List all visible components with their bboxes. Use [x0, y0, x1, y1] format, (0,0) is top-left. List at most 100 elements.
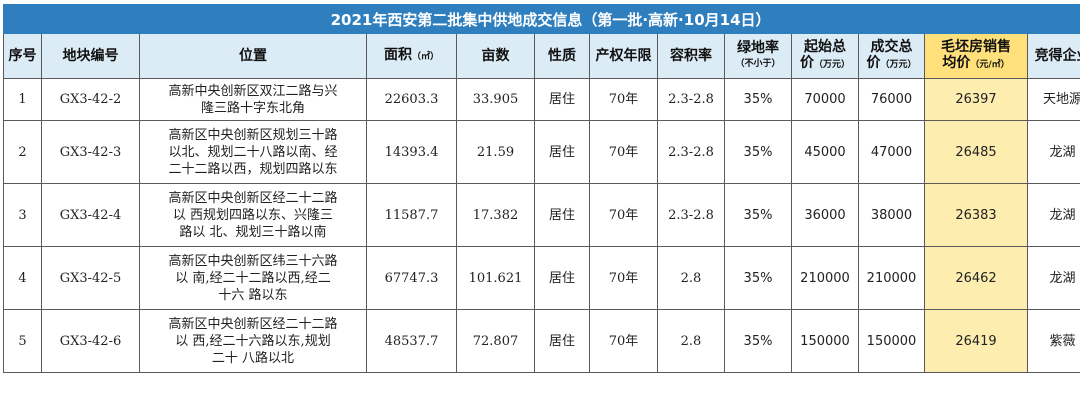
- header-green: 绿地率 （不小于）: [724, 33, 792, 79]
- table-row: 1 GX3-42-2 高新中央创新区双江二路与兴 隆三路十字东北角 22603.…: [3, 78, 1080, 121]
- cell-winner: 龙湖: [1026, 120, 1080, 184]
- cell-plot: GX3-42-6: [41, 309, 140, 373]
- cell-far: 2.3-2.8: [657, 78, 725, 121]
- location-line: 高新区中央创新区经二十二路: [168, 316, 338, 332]
- cell-start-price: 45000: [791, 120, 859, 184]
- cell-location: 高新区中央创新区规划三十路 以北、规划二十八路以南、经 二十二路以西，规划四路以…: [139, 120, 367, 184]
- cell-area: 14393.4: [366, 120, 457, 184]
- header-green-label: 绿地率: [737, 40, 779, 56]
- cell-far: 2.8: [657, 246, 725, 310]
- table-title: 2021年西安第二批集中供地成交信息（第一批·高新·10月14日）: [2, 4, 1080, 34]
- land-transaction-table: 2021年西安第二批集中供地成交信息（第一批·高新·10月14日） 序号 地块编…: [2, 4, 1080, 373]
- table-row: 4 GX3-42-5 高新区中央创新区纬三十六路 以 南,经二十二路以西,经二 …: [3, 246, 1080, 310]
- header-location: 位置: [139, 33, 367, 79]
- cell-location: 高新区中央创新区经二十二路 以 西规划四路以东、兴隆三 路以 北、规划三十路以南: [139, 183, 367, 247]
- cell-mu: 33.905: [456, 78, 535, 121]
- cell-location: 高新区中央创新区纬三十六路 以 南,经二十二路以西,经二 十六 路以东: [139, 246, 367, 310]
- cell-plot: GX3-42-4: [41, 183, 140, 247]
- cell-green: 35%: [724, 183, 792, 247]
- location-line: 二十二路以西，规划四路以东: [168, 161, 338, 177]
- cell-mu: 21.59: [456, 120, 535, 184]
- header-area-label: 面积: [383, 47, 412, 63]
- cell-winner: 紫薇: [1026, 309, 1080, 373]
- header-start-bottom: 价: [799, 55, 814, 71]
- header-mu: 亩数: [456, 33, 535, 79]
- location-line: 高新区中央创新区纬三十六路: [168, 253, 338, 269]
- header-plot: 地块编号: [41, 33, 140, 79]
- cell-deal-price: 38000: [858, 183, 925, 247]
- cell-area: 48537.7: [366, 309, 457, 373]
- location-line: 以 西,经二十六路以东,规划: [175, 333, 331, 349]
- cell-sale-price: 26419: [924, 309, 1028, 373]
- cell-no: 3: [3, 183, 42, 247]
- location-line: 以 西规划四路以东、兴隆三: [172, 207, 334, 223]
- cell-deal-price: 210000: [858, 246, 925, 310]
- cell-no: 2: [3, 120, 42, 184]
- cell-mu: 72.807: [456, 309, 535, 373]
- cell-sale-price: 26383: [924, 183, 1028, 247]
- header-sale-price: 毛坯房销售 均价（元/㎡）: [924, 33, 1028, 79]
- cell-winner: 龙湖: [1026, 183, 1080, 247]
- cell-winner: 天地源: [1026, 78, 1080, 121]
- cell-deal-price: 47000: [858, 120, 925, 184]
- cell-far: 2.8: [657, 309, 725, 373]
- cell-far: 2.3-2.8: [657, 183, 725, 247]
- header-deal-price: 成交总 价（万元）: [858, 33, 925, 79]
- cell-winner: 龙湖: [1026, 246, 1080, 310]
- header-far: 容积率: [657, 33, 725, 79]
- cell-start-price: 150000: [791, 309, 859, 373]
- cell-no: 1: [3, 78, 42, 121]
- location-line: 隆三路十字东北角: [200, 100, 305, 116]
- cell-start-price: 70000: [791, 78, 859, 121]
- location-line: 路以 北、规划三十路以南: [179, 224, 327, 240]
- location-line: 高新区中央创新区经二十二路: [168, 190, 338, 206]
- cell-green: 35%: [724, 309, 792, 373]
- cell-green: 35%: [724, 120, 792, 184]
- cell-location: 高新中央创新区双江二路与兴 隆三路十字东北角: [139, 78, 367, 121]
- cell-sale-price: 26397: [924, 78, 1028, 121]
- cell-start-price: 36000: [791, 183, 859, 247]
- header-nature: 性质: [534, 33, 590, 79]
- cell-sale-price: 26485: [924, 120, 1028, 184]
- cell-location: 高新区中央创新区经二十二路 以 西,经二十六路以东,规划 二十 八路以北: [139, 309, 367, 373]
- location-line: 高新中央创新区双江二路与兴: [168, 83, 338, 99]
- cell-years: 70年: [589, 78, 658, 121]
- cell-sale-price: 26462: [924, 246, 1028, 310]
- cell-nature: 居住: [534, 183, 590, 247]
- header-winner: 竞得企业: [1026, 33, 1080, 79]
- location-line: 十六 路以东: [218, 287, 288, 303]
- cell-green: 35%: [724, 78, 792, 121]
- cell-nature: 居住: [534, 120, 590, 184]
- cell-nature: 居住: [534, 246, 590, 310]
- table-row: 3 GX3-42-4 高新区中央创新区经二十二路 以 西规划四路以东、兴隆三 路…: [3, 183, 1080, 247]
- cell-plot: GX3-42-5: [41, 246, 140, 310]
- location-line: 高新区中央创新区规划三十路: [168, 127, 338, 143]
- table-row: 5 GX3-42-6 高新区中央创新区经二十二路 以 西,经二十六路以东,规划 …: [3, 309, 1080, 373]
- header-years: 产权年限: [589, 33, 658, 79]
- cell-plot: GX3-42-3: [41, 120, 140, 184]
- cell-area: 11587.7: [366, 183, 457, 247]
- cell-no: 4: [3, 246, 42, 310]
- cell-nature: 居住: [534, 309, 590, 373]
- header-sale-top: 毛坯房销售: [941, 39, 1011, 55]
- cell-far: 2.3-2.8: [657, 120, 725, 184]
- location-line: 二十 八路以北: [211, 350, 295, 366]
- header-sale-unit: （元/㎡）: [970, 60, 1010, 70]
- cell-years: 70年: [589, 309, 658, 373]
- cell-years: 70年: [589, 120, 658, 184]
- cell-area: 67747.3: [366, 246, 457, 310]
- header-area: 面积（㎡）: [366, 33, 457, 79]
- header-no: 序号: [3, 33, 42, 79]
- cell-nature: 居住: [534, 78, 590, 121]
- location-line: 以 南,经二十二路以西,经二: [175, 270, 331, 286]
- header-deal-bottom: 价: [866, 55, 881, 71]
- cell-deal-price: 150000: [858, 309, 925, 373]
- cell-years: 70年: [589, 183, 658, 247]
- header-deal-top: 成交总: [870, 39, 913, 55]
- header-area-unit: （㎡）: [411, 52, 439, 62]
- header-start-price: 起始总 价（万元）: [791, 33, 859, 79]
- header-start-top: 起始总: [804, 39, 846, 55]
- cell-years: 70年: [589, 246, 658, 310]
- cell-start-price: 210000: [791, 246, 859, 310]
- header-sale-bottom: 均价: [942, 55, 971, 71]
